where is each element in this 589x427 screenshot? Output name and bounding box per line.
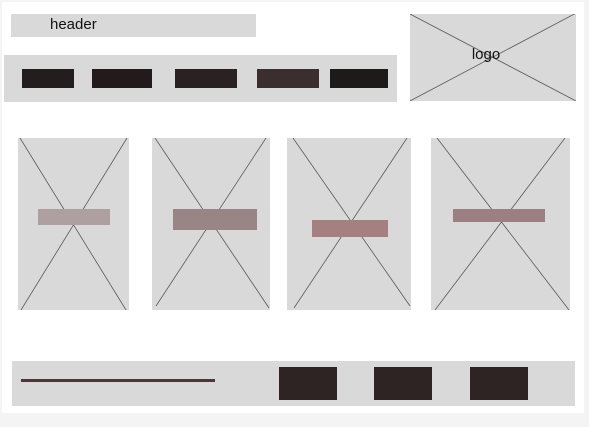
header-placeholder: header bbox=[11, 14, 256, 37]
footer bbox=[12, 361, 575, 406]
content-card-4[interactable] bbox=[431, 138, 570, 310]
nav-button-2[interactable] bbox=[92, 69, 152, 88]
card-1-bar bbox=[38, 209, 110, 225]
footer-button-3[interactable] bbox=[470, 367, 528, 400]
card-3-bar bbox=[312, 220, 388, 237]
content-card-3[interactable] bbox=[287, 138, 411, 310]
logo-placeholder: logo bbox=[410, 14, 576, 101]
footer-button-1[interactable] bbox=[279, 367, 337, 400]
nav-button-5[interactable] bbox=[330, 69, 388, 88]
nav-button-1[interactable] bbox=[22, 69, 74, 88]
card-4-bar bbox=[453, 209, 545, 222]
content-card-1[interactable] bbox=[18, 138, 129, 310]
nav-bar bbox=[4, 55, 397, 102]
content-card-2[interactable] bbox=[152, 138, 270, 310]
header-label: header bbox=[50, 16, 97, 33]
logo-label: logo bbox=[471, 46, 501, 63]
footer-line bbox=[21, 379, 215, 382]
card-2-bar bbox=[173, 209, 257, 230]
image-placeholder-cross-icon bbox=[410, 14, 576, 101]
nav-button-3[interactable] bbox=[175, 69, 237, 88]
image-placeholder-cross-icon bbox=[434, 138, 570, 310]
nav-button-4[interactable] bbox=[257, 69, 319, 88]
footer-button-2[interactable] bbox=[374, 367, 432, 400]
